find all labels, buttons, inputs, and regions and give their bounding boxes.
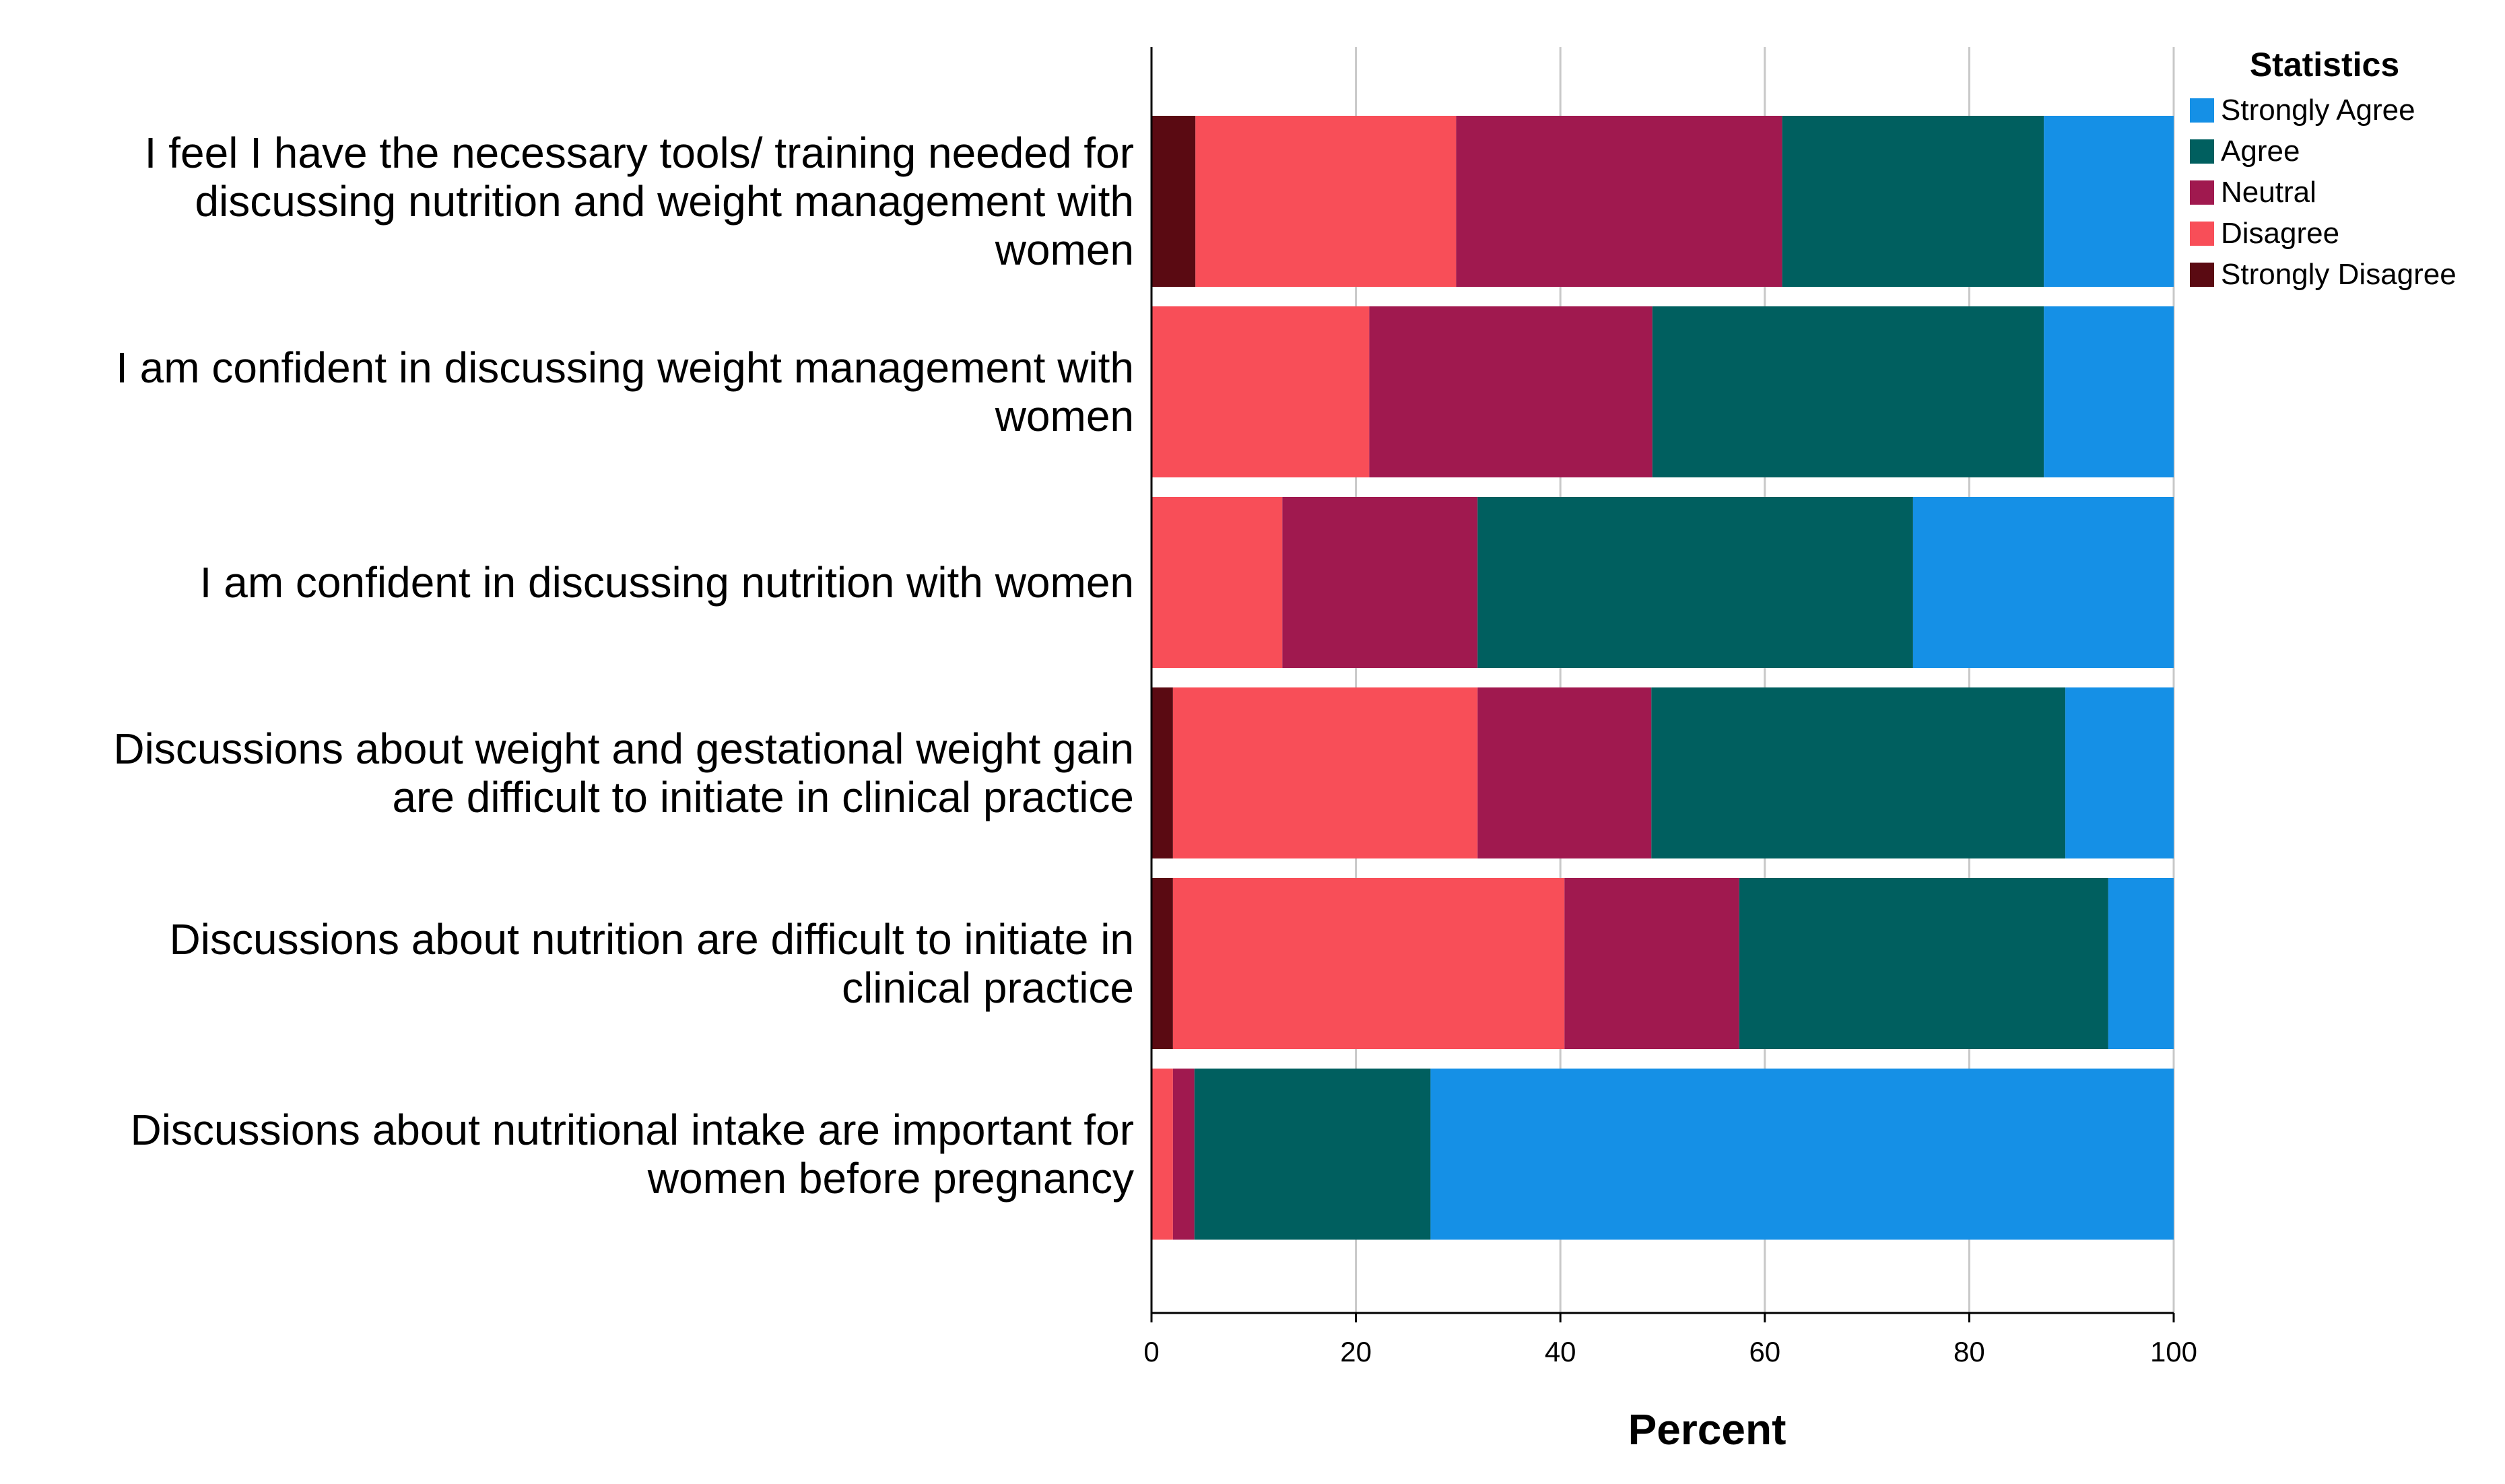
bar-segment-neutral-row-5 <box>1564 878 1739 1049</box>
legend-title: Statistics <box>2250 46 2399 83</box>
bar-segment-strongly-disagree-row-4 <box>1151 687 1173 858</box>
legend-label-neutral: Neutral <box>2221 176 2316 209</box>
bar-segment-neutral-row-2 <box>1369 306 1652 477</box>
legend-label-strongly-agree: Strongly Agree <box>2221 94 2415 127</box>
x-axis-title: Percent <box>1628 1405 1786 1454</box>
bar-segment-strongly-disagree-row-1 <box>1151 116 1196 287</box>
bar-segment-agree-row-4 <box>1651 687 2066 858</box>
x-tick-label-0: 0 <box>1143 1336 1159 1368</box>
bar-segment-neutral-row-3 <box>1282 497 1478 668</box>
category-labels: I feel I have the necessary tools/ train… <box>113 129 1134 1203</box>
bar-segment-strongly-agree-row-5 <box>2108 878 2174 1049</box>
category-label-2: I am confident in discussing weight mana… <box>116 343 1134 440</box>
bar-segment-agree-row-3 <box>1477 497 1913 668</box>
bar-segment-agree-row-5 <box>1739 878 2108 1049</box>
category-label-line: Discussions about nutritional intake are… <box>130 1106 1134 1154</box>
bar-segment-strongly-agree-row-4 <box>2065 687 2174 858</box>
x-tick-label-20: 20 <box>1340 1336 1372 1368</box>
bar-segment-disagree-row-5 <box>1172 878 1565 1049</box>
bar-segment-strongly-agree-row-6 <box>1430 1069 2174 1240</box>
bar-segment-neutral-row-6 <box>1172 1069 1195 1240</box>
bar-segment-strongly-agree-row-3 <box>1912 497 2174 668</box>
legend-label-strongly-disagree: Strongly Disagree <box>2221 258 2457 291</box>
legend-swatch-strongly-agree <box>2190 98 2214 123</box>
x-tick-label-40: 40 <box>1545 1336 1576 1368</box>
bar-segment-strongly-agree-row-2 <box>2044 306 2174 477</box>
axes <box>1150 47 2175 1322</box>
category-label-line: women before pregnancy <box>647 1154 1134 1203</box>
category-label-5: Discussions about nutrition are difficul… <box>170 915 1134 1012</box>
category-label-4: Discussions about weight and gestational… <box>113 724 1134 821</box>
x-tick-label-80: 80 <box>1953 1336 1985 1368</box>
bar-segment-disagree-row-4 <box>1172 687 1478 858</box>
category-label-line: I feel I have the necessary tools/ train… <box>145 129 1134 177</box>
legend-label-disagree: Disagree <box>2221 217 2339 250</box>
legend-swatch-neutral <box>2190 180 2214 205</box>
bar-segment-neutral-row-1 <box>1456 116 1782 287</box>
legend-swatch-disagree <box>2190 222 2214 246</box>
bar-segment-neutral-row-4 <box>1477 687 1652 858</box>
category-label-line: Discussions about weight and gestational… <box>113 724 1134 773</box>
bar-segment-agree-row-6 <box>1194 1069 1431 1240</box>
bar-segment-disagree-row-3 <box>1151 497 1283 668</box>
x-tick-label-60: 60 <box>1749 1336 1780 1368</box>
category-label-1: I feel I have the necessary tools/ train… <box>145 129 1134 274</box>
legend-label-agree: Agree <box>2221 135 2300 168</box>
category-label-line: I am confident in discussing weight mana… <box>116 343 1134 392</box>
x-tick-label-100: 100 <box>2150 1336 2197 1368</box>
legend-swatch-strongly-disagree <box>2190 263 2214 287</box>
bar-segment-agree-row-2 <box>1652 306 2044 477</box>
legend-swatch-agree <box>2190 139 2214 164</box>
x-tick-labels: 0 20 40 60 80 100 <box>1143 1336 2197 1368</box>
category-label-line: I am confident in discussing nutrition w… <box>200 558 1134 607</box>
category-label-line: clinical practice <box>842 964 1134 1012</box>
category-label-3: I am confident in discussing nutrition w… <box>200 558 1134 607</box>
bar-segment-strongly-agree-row-1 <box>2044 116 2174 287</box>
bar-segment-agree-row-1 <box>1782 116 2044 287</box>
category-label-6: Discussions about nutritional intake are… <box>130 1106 1134 1203</box>
bar-segment-disagree-row-6 <box>1151 1069 1173 1240</box>
category-label-line: women <box>995 392 1134 440</box>
bars <box>1151 116 2174 1240</box>
category-label-line: Discussions about nutrition are difficul… <box>170 915 1134 964</box>
bar-segment-disagree-row-2 <box>1151 306 1370 477</box>
bar-segment-strongly-disagree-row-5 <box>1151 878 1173 1049</box>
category-label-line: discussing nutrition and weight manageme… <box>195 177 1134 226</box>
category-label-line: women <box>995 226 1134 274</box>
bar-segment-disagree-row-1 <box>1195 116 1457 287</box>
legend: Statistics Strongly Agree Agree Neutral Dis… <box>2190 46 2457 291</box>
category-label-line: are difficult to initiate in clinical pr… <box>392 773 1134 821</box>
